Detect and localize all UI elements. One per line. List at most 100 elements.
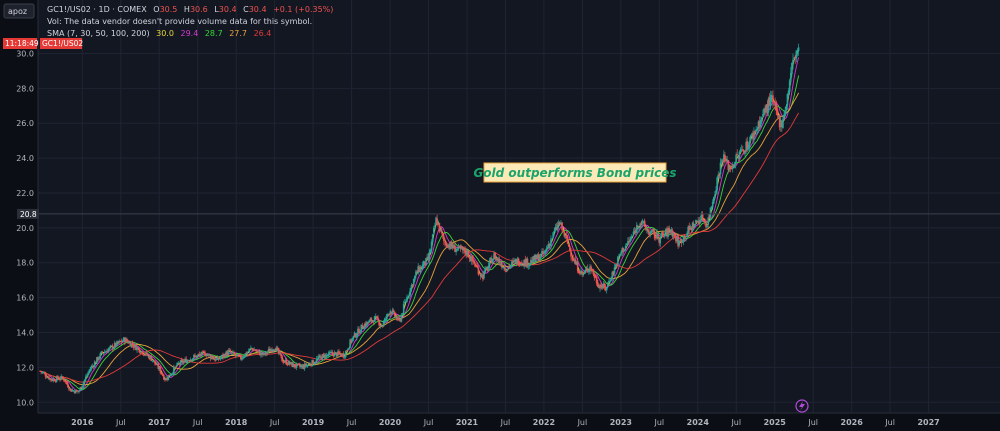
- candle-body: [525, 258, 528, 267]
- candle-body: [359, 331, 361, 334]
- candle-body: [341, 353, 344, 357]
- candle-body: [294, 366, 297, 368]
- candle-body: [50, 378, 52, 381]
- candle-body: [631, 235, 634, 237]
- candle-body: [417, 266, 419, 274]
- candle-body: [671, 230, 674, 237]
- candle-body: [436, 218, 438, 226]
- candle-body: [265, 352, 268, 354]
- candle-body: [615, 263, 618, 266]
- candle-body: [512, 260, 514, 262]
- candle-body: [363, 324, 366, 330]
- candle-body: [482, 274, 484, 280]
- candle-body: [234, 354, 237, 356]
- candle-body: [700, 213, 703, 219]
- candle-body: [302, 366, 305, 369]
- x-tick-label: 2021: [456, 418, 479, 427]
- candle-body: [430, 241, 433, 250]
- candle-body: [194, 355, 196, 357]
- legend-vol-note: Vol: The data vendor doesn't provide vol…: [47, 17, 312, 26]
- candle-body: [334, 351, 337, 353]
- candle-body: [461, 246, 464, 251]
- candle-body: [464, 247, 466, 253]
- candle-body: [756, 129, 759, 130]
- candle-body: [494, 252, 496, 260]
- candle-body: [676, 237, 678, 242]
- candle-body: [295, 363, 298, 368]
- candle-body: [716, 177, 718, 191]
- candle-body: [441, 233, 444, 236]
- candle-body: [683, 235, 686, 239]
- candle-body: [136, 347, 138, 351]
- candle-body: [80, 386, 83, 389]
- candle-body: [67, 383, 69, 388]
- candle-body: [231, 352, 233, 354]
- candles-layer: [39, 43, 800, 394]
- legend-line-1[interactable]: GC1!/US02 · 1D · COMEX O30.5 H30.6 L30.4…: [47, 5, 333, 14]
- candle-body: [772, 95, 774, 103]
- candle-body: [591, 269, 594, 271]
- candle-body: [618, 255, 620, 257]
- candle-body: [376, 317, 378, 318]
- candle-body: [642, 221, 645, 223]
- candle-body: [656, 232, 658, 239]
- candle-body: [356, 335, 358, 338]
- candle-body: [322, 354, 325, 355]
- sma-100-value: 27.7: [229, 29, 247, 38]
- x-tick-label: 2023: [610, 418, 632, 427]
- candle-body: [435, 217, 437, 226]
- legend-sma[interactable]: SMA (7, 30, 50, 100, 200) 30.0 29.4 28.7…: [47, 29, 271, 38]
- candle-body: [540, 253, 542, 258]
- candle-body: [146, 352, 148, 356]
- annotation[interactable]: Gold outperforms Bond prices: [473, 162, 677, 183]
- candle-body: [138, 348, 141, 353]
- candle-body: [219, 357, 222, 359]
- candle-body: [475, 265, 477, 267]
- candle-body: [503, 266, 505, 269]
- candle-body: [661, 232, 664, 235]
- candle-body: [314, 362, 317, 364]
- candle-body: [564, 234, 567, 236]
- candle-body: [625, 243, 628, 245]
- candle-body: [406, 296, 408, 302]
- candle-body: [783, 114, 785, 119]
- candle-body: [252, 348, 254, 351]
- candle-body: [168, 374, 171, 376]
- candle-body: [729, 166, 732, 169]
- candle-body: [612, 271, 615, 274]
- candle-body: [151, 360, 154, 362]
- candle-body: [251, 348, 253, 350]
- candle-body: [60, 375, 62, 380]
- candle-body: [677, 236, 679, 247]
- candle-body: [733, 164, 735, 167]
- candle-body: [223, 354, 225, 357]
- search-input[interactable]: [3, 3, 35, 19]
- candle-body: [238, 355, 241, 357]
- candle-body: [434, 225, 436, 228]
- candle-body: [575, 262, 578, 265]
- candle-body: [528, 263, 531, 266]
- candle-body: [760, 117, 763, 121]
- candle-body: [658, 239, 660, 243]
- candle-body: [550, 239, 552, 247]
- candle-body: [565, 234, 568, 238]
- candle-body: [515, 258, 518, 265]
- candle-body: [499, 263, 502, 265]
- candle-body: [502, 267, 504, 269]
- x-tick-label: Jul: [654, 418, 665, 427]
- candle-body: [686, 233, 688, 237]
- candle-body: [320, 356, 322, 360]
- candle-body: [126, 338, 128, 342]
- ohlc-close-value: 30.4: [249, 5, 267, 14]
- candle-body: [340, 354, 343, 357]
- candle-body: [173, 366, 175, 374]
- candle-body: [762, 114, 764, 116]
- event-marker-icon[interactable]: [795, 399, 809, 413]
- legend-symbol: GC1!/US02 · 1D · COMEX: [47, 5, 147, 14]
- candle-body: [166, 378, 168, 380]
- candle-body: [476, 265, 479, 268]
- candle-body: [395, 316, 397, 318]
- candle-body: [306, 364, 309, 366]
- candle-body: [460, 247, 463, 249]
